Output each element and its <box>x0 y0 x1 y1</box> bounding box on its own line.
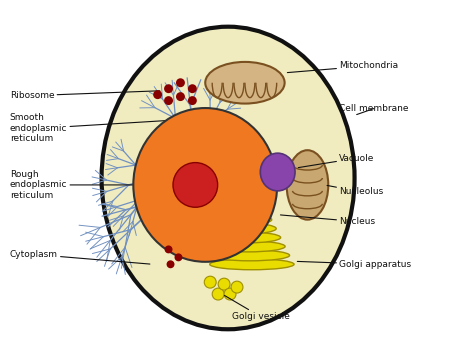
Ellipse shape <box>153 90 162 99</box>
Text: Nucleolus: Nucleolus <box>327 185 383 196</box>
Ellipse shape <box>164 84 173 93</box>
Ellipse shape <box>260 153 295 191</box>
Ellipse shape <box>210 259 294 270</box>
Ellipse shape <box>204 276 216 288</box>
Text: Cell membrane: Cell membrane <box>339 104 409 114</box>
Text: Golgi apparatus: Golgi apparatus <box>297 260 411 269</box>
Ellipse shape <box>164 96 173 105</box>
Ellipse shape <box>287 150 328 220</box>
Ellipse shape <box>176 78 185 87</box>
Ellipse shape <box>173 163 218 207</box>
Ellipse shape <box>211 232 281 243</box>
Text: Nucleus: Nucleus <box>281 215 375 226</box>
Ellipse shape <box>205 62 284 104</box>
Ellipse shape <box>101 27 355 329</box>
Ellipse shape <box>212 223 276 234</box>
Text: Vacuole: Vacuole <box>298 154 374 168</box>
Text: Golgi vesicle: Golgi vesicle <box>225 296 290 322</box>
Ellipse shape <box>174 253 182 261</box>
Ellipse shape <box>231 281 243 293</box>
Ellipse shape <box>224 288 236 300</box>
Ellipse shape <box>133 108 277 262</box>
Ellipse shape <box>188 96 197 105</box>
Ellipse shape <box>210 250 290 261</box>
Ellipse shape <box>212 214 272 225</box>
Ellipse shape <box>211 241 285 252</box>
Ellipse shape <box>176 92 185 101</box>
Text: Mitochondria: Mitochondria <box>287 61 398 73</box>
Ellipse shape <box>166 260 174 268</box>
Text: Smooth
endoplasmic
reticulum: Smooth endoplasmic reticulum <box>10 113 166 143</box>
Text: Cytoplasm: Cytoplasm <box>10 250 150 264</box>
Ellipse shape <box>164 245 173 253</box>
Ellipse shape <box>212 288 224 300</box>
Text: Ribosome: Ribosome <box>10 91 160 100</box>
Ellipse shape <box>218 278 230 290</box>
Text: Rough
endoplasmic
reticulum: Rough endoplasmic reticulum <box>10 170 153 200</box>
Ellipse shape <box>188 84 197 93</box>
